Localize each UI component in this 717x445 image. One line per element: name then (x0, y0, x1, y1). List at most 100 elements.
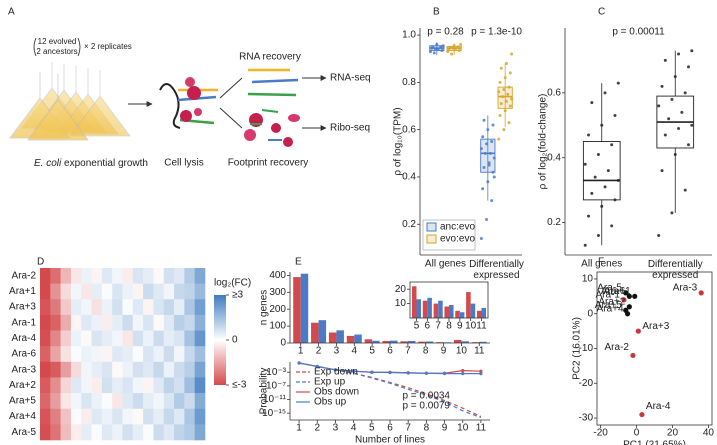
y-tick-label: 0.4 (547, 152, 561, 163)
heat-cell (184, 299, 195, 316)
heat-cell (194, 377, 206, 394)
x-tick-label: All genes (581, 259, 622, 270)
rna (247, 92, 297, 97)
point (388, 370, 392, 375)
heat-cell (101, 393, 113, 410)
point (485, 142, 489, 146)
x-tick-label: 11 (476, 321, 487, 332)
heat-cell (174, 408, 185, 425)
heat-cell (101, 299, 113, 316)
point (657, 104, 661, 108)
point (610, 143, 614, 147)
y-axis-label: ρ of log₁₀(TPM) (393, 107, 404, 175)
point (479, 371, 483, 376)
bar (455, 310, 460, 318)
species: E. coli (34, 158, 62, 169)
heat-cell (91, 424, 103, 441)
point (673, 152, 677, 156)
y-tick-label: 10⁻³ (266, 367, 286, 378)
bar (311, 322, 319, 343)
point (486, 180, 490, 184)
step-label: Cell lysis (164, 158, 203, 169)
point (498, 113, 502, 117)
point (485, 218, 489, 222)
x-tick-label: 7 (435, 321, 441, 332)
bar (418, 341, 426, 343)
y-tick-label: -20 (579, 378, 594, 389)
x-tick-label: 11 (476, 423, 487, 434)
heat-cell (101, 361, 113, 378)
heat-cell (70, 330, 82, 347)
heat-cell (153, 393, 165, 410)
heat-cell (101, 283, 113, 300)
point (452, 44, 456, 48)
bar (476, 310, 482, 318)
legend-label: Obs down (314, 387, 359, 398)
heat-cell (70, 408, 82, 425)
footprint (261, 109, 279, 113)
bar (449, 305, 454, 318)
bar (459, 312, 465, 318)
x-tick-label: Differentially expressed (648, 259, 703, 281)
point (479, 147, 483, 151)
bar (336, 330, 344, 343)
point (596, 234, 600, 238)
point (508, 104, 512, 108)
legend-label: anc:evo (440, 222, 475, 233)
heat-cell (184, 283, 195, 300)
bar (471, 342, 480, 343)
y-tick-label: 0.2 (402, 219, 416, 230)
heat-cell (40, 314, 51, 331)
heat-cell (91, 408, 103, 425)
legend-title: log₂(FC) (214, 278, 251, 289)
heat-cell (91, 283, 103, 300)
heat-cell (101, 330, 113, 347)
heat-cell (174, 330, 185, 347)
point (683, 188, 687, 192)
heat-cell (60, 393, 72, 410)
heat-cell (91, 330, 103, 347)
heat-cell (122, 299, 134, 316)
x-tick-label: 9 (441, 346, 447, 357)
point (502, 87, 506, 91)
point (503, 76, 507, 80)
bar (411, 286, 417, 318)
bar (466, 292, 471, 318)
heat-cell (122, 283, 134, 300)
point (603, 185, 607, 189)
point (487, 161, 491, 165)
bar (390, 340, 398, 343)
point (503, 109, 507, 113)
heat-cell (40, 424, 51, 441)
heat-cell (184, 393, 195, 410)
heat-cell (101, 408, 113, 425)
heat-cell (122, 393, 134, 410)
heat-cell (132, 299, 144, 316)
row-label: Ara-3 (12, 364, 37, 375)
heat-cell (122, 377, 134, 394)
heat-cell (50, 346, 61, 363)
heat-cell (40, 330, 51, 347)
growth-text: exponential growth (64, 158, 148, 169)
heat-cell (143, 424, 154, 441)
heat-cell (81, 424, 92, 441)
heat-cell (101, 377, 113, 394)
point-label: Ara-5 (597, 283, 622, 294)
ribosome (271, 123, 281, 133)
bar (354, 334, 362, 343)
point-label: Ara-2 (604, 342, 629, 353)
heat-cell (184, 268, 195, 284)
label-line: Differentially (648, 259, 703, 270)
heat-cell (50, 393, 61, 410)
heat-cell (122, 314, 134, 331)
point (490, 199, 494, 203)
y-tick-label: 0.6 (402, 124, 416, 135)
point (613, 198, 617, 202)
x-tick-label: 7 (405, 423, 411, 434)
y-tick-label: -30 (579, 413, 594, 424)
point (479, 369, 483, 373)
heat-cell (163, 330, 175, 347)
point (635, 328, 641, 334)
point-label: Ara-6 (601, 286, 626, 297)
heat-cell (163, 314, 175, 331)
